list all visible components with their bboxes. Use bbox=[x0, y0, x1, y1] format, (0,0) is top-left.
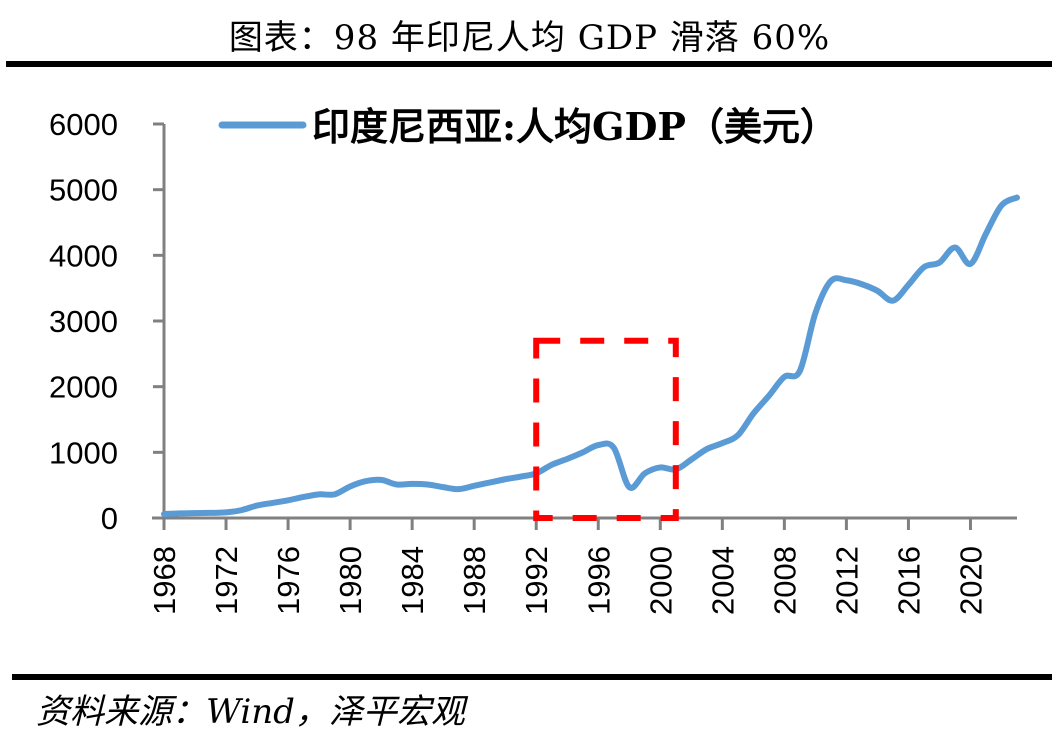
x-tick-label: 2000 bbox=[643, 546, 678, 615]
x-tick-label: 1972 bbox=[209, 546, 244, 615]
y-tick-label: 5000 bbox=[49, 173, 118, 208]
y-tick-label: 2000 bbox=[49, 370, 118, 405]
x-tick-label: 1976 bbox=[271, 546, 306, 615]
legend: 印度尼西亚:人均GDP（美元） bbox=[218, 104, 838, 149]
x-tick-label: 1980 bbox=[333, 546, 368, 615]
y-axis-ticks: 0 1000 2000 3000 4000 5000 6000 bbox=[49, 107, 164, 536]
y-tick-label: 4000 bbox=[49, 238, 118, 273]
legend-label: 印度尼西亚:人均GDP（美元） bbox=[312, 104, 838, 149]
x-tick-label: 2012 bbox=[829, 546, 864, 615]
x-axis-ticks: 1968 1972 1976 1980 1984 1988 1992 1996 2000 2004… bbox=[147, 518, 988, 615]
chart-title: 图表：98 年印尼人均 GDP 滑落 60% bbox=[228, 18, 831, 58]
x-tick-label: 1996 bbox=[581, 546, 616, 615]
x-tick-label: 2020 bbox=[953, 546, 988, 615]
x-tick-label: 1992 bbox=[519, 546, 554, 615]
x-tick-label: 2016 bbox=[891, 546, 926, 615]
bottom-divider bbox=[12, 674, 1052, 680]
x-tick-label: 1988 bbox=[457, 546, 492, 615]
y-tick-label: 1000 bbox=[49, 435, 118, 470]
x-tick-label: 2004 bbox=[705, 546, 740, 615]
y-tick-label: 6000 bbox=[49, 107, 118, 142]
top-divider bbox=[6, 61, 1052, 67]
x-tick-label: 1968 bbox=[147, 546, 182, 615]
highlight-box-1998-crisis bbox=[533, 337, 679, 522]
source-note: 资料来源：Wind，泽平宏观 bbox=[36, 692, 465, 732]
y-tick-label: 0 bbox=[101, 501, 118, 536]
x-tick-label: 2008 bbox=[767, 546, 802, 615]
x-tick-label: 1984 bbox=[395, 546, 430, 615]
series-line-indonesia-gdp-per-capita bbox=[161, 194, 1020, 518]
y-tick-label: 3000 bbox=[49, 304, 118, 339]
